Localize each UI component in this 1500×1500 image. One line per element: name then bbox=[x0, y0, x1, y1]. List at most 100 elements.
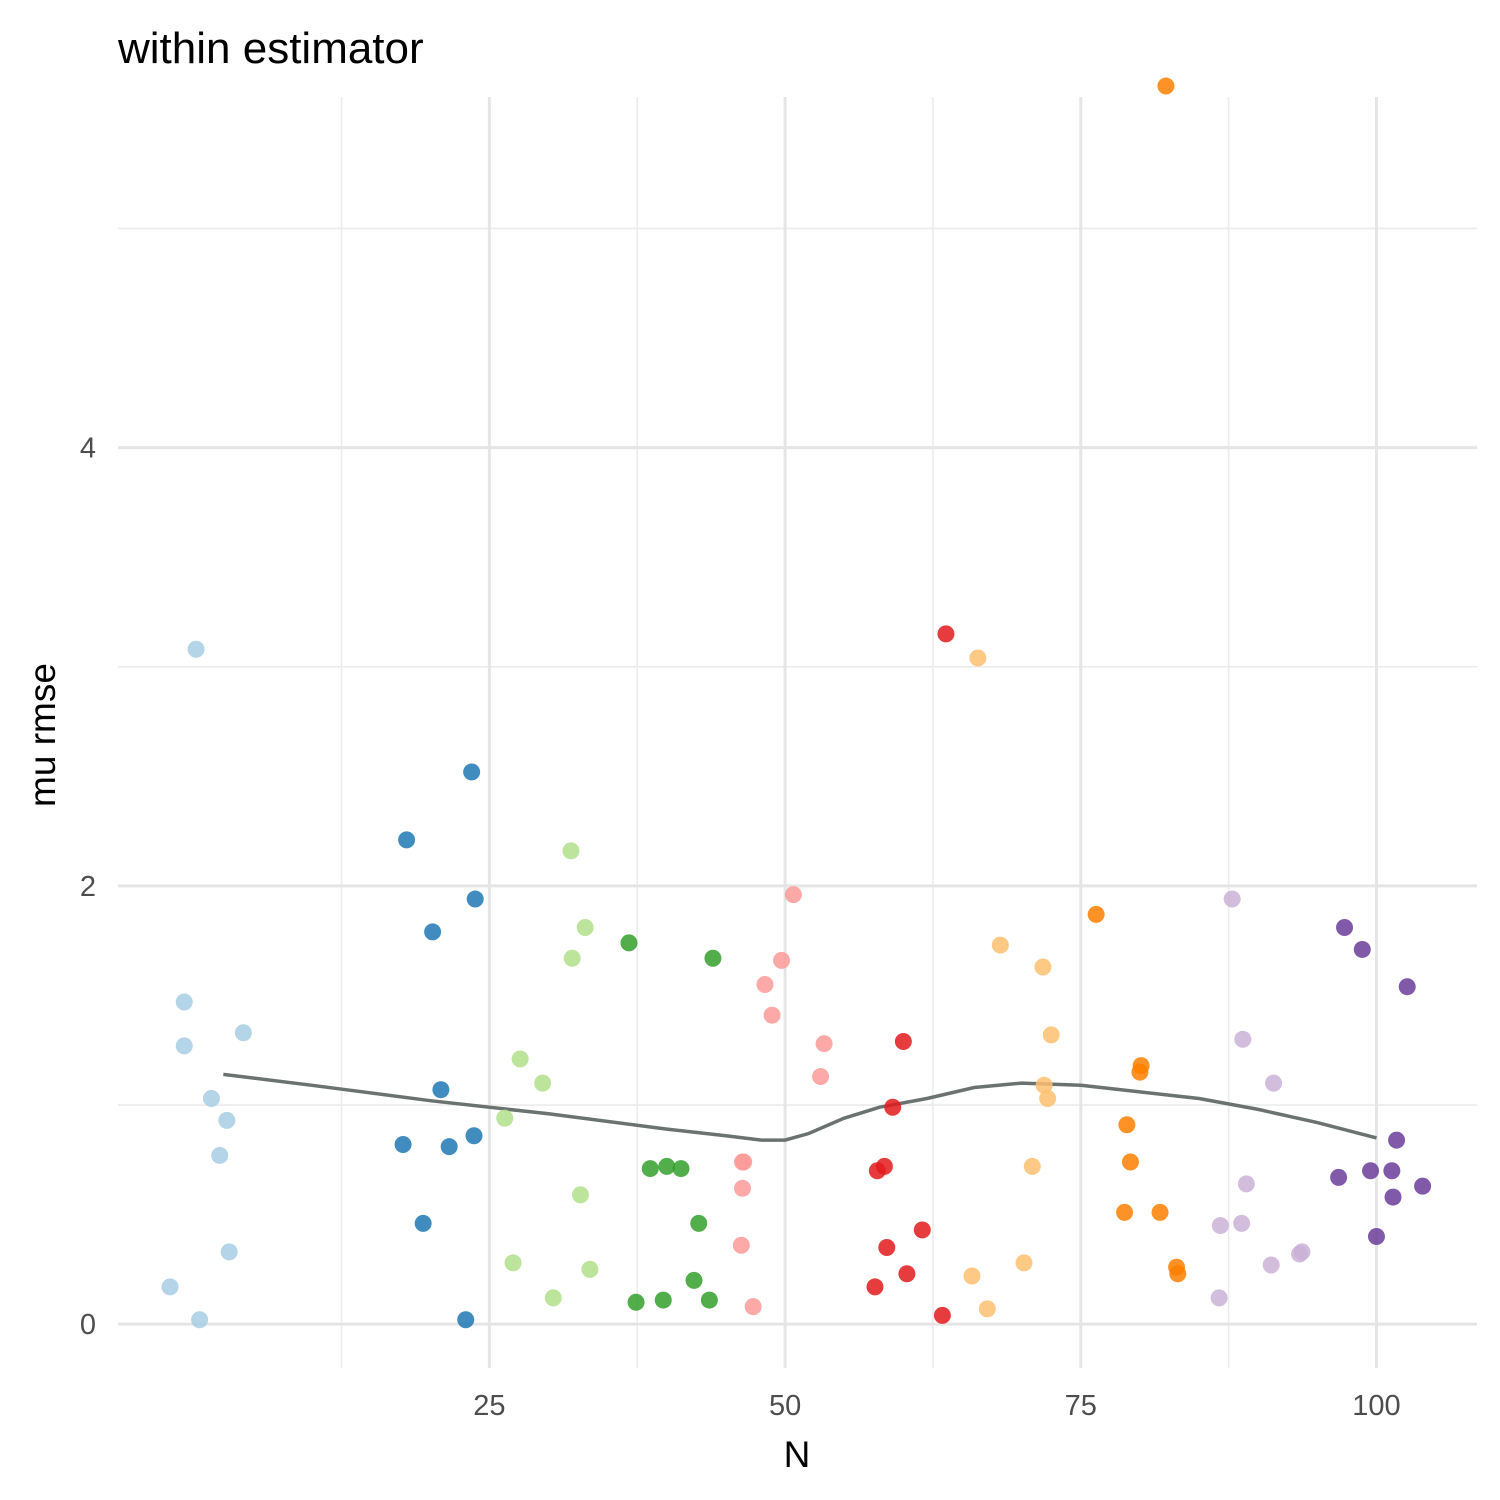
data-point bbox=[898, 1265, 916, 1283]
x-tick-label: 100 bbox=[1352, 1390, 1400, 1422]
data-point bbox=[161, 1278, 179, 1296]
data-point bbox=[1383, 1162, 1401, 1180]
data-point bbox=[704, 949, 722, 967]
chart-title: within estimator bbox=[117, 24, 424, 73]
data-point bbox=[620, 934, 638, 952]
data-point bbox=[1388, 1131, 1406, 1149]
data-point bbox=[440, 1138, 458, 1156]
data-point bbox=[641, 1160, 659, 1178]
data-point bbox=[1034, 958, 1052, 976]
data-point bbox=[933, 1306, 951, 1324]
data-point bbox=[744, 1298, 762, 1316]
data-point bbox=[913, 1221, 931, 1239]
data-point bbox=[815, 1035, 833, 1053]
data-point bbox=[878, 1238, 896, 1256]
data-point bbox=[534, 1074, 552, 1092]
data-point bbox=[658, 1157, 676, 1175]
data-point bbox=[1330, 1168, 1348, 1186]
data-point bbox=[1293, 1243, 1311, 1261]
data-point bbox=[220, 1243, 238, 1261]
data-points bbox=[161, 77, 1432, 1329]
grid bbox=[118, 97, 1477, 1368]
data-point bbox=[991, 936, 1009, 954]
data-point bbox=[466, 890, 484, 908]
data-point bbox=[1023, 1157, 1041, 1175]
data-point bbox=[187, 640, 205, 658]
x-axis-title: N bbox=[784, 1434, 811, 1475]
data-point bbox=[1234, 1030, 1252, 1048]
data-point bbox=[562, 842, 580, 860]
data-point bbox=[672, 1160, 690, 1178]
data-point bbox=[1414, 1177, 1432, 1195]
data-point bbox=[937, 625, 955, 643]
data-point bbox=[394, 1135, 412, 1153]
data-point bbox=[654, 1291, 672, 1309]
data-point bbox=[1042, 1026, 1060, 1044]
data-point bbox=[969, 649, 987, 667]
data-point bbox=[571, 1186, 589, 1204]
data-point bbox=[1223, 890, 1241, 908]
data-point bbox=[1157, 77, 1175, 95]
data-point bbox=[544, 1289, 562, 1307]
data-point bbox=[1039, 1089, 1057, 1107]
data-point bbox=[1353, 940, 1371, 958]
data-point bbox=[1398, 978, 1416, 996]
data-point bbox=[218, 1111, 236, 1129]
data-point bbox=[875, 1157, 893, 1175]
data-point bbox=[175, 1037, 193, 1055]
data-point bbox=[1087, 905, 1105, 923]
data-point bbox=[978, 1300, 996, 1318]
data-point bbox=[1118, 1116, 1136, 1134]
data-point bbox=[1116, 1203, 1134, 1221]
data-point bbox=[1336, 919, 1354, 937]
data-point bbox=[1233, 1214, 1251, 1232]
data-point bbox=[202, 1089, 220, 1107]
data-point bbox=[234, 1024, 252, 1042]
data-point bbox=[424, 923, 442, 941]
data-point bbox=[1362, 1162, 1380, 1180]
data-point bbox=[690, 1214, 708, 1232]
data-point bbox=[1211, 1217, 1229, 1235]
y-axis-title: mu rmse bbox=[22, 663, 63, 807]
data-point bbox=[685, 1271, 703, 1289]
data-point bbox=[763, 1006, 781, 1024]
data-point bbox=[511, 1050, 529, 1068]
data-point bbox=[191, 1311, 209, 1329]
data-point bbox=[465, 1127, 483, 1145]
tick-labels: 25 50 75 100 0 2 4 bbox=[80, 433, 1401, 1422]
data-point bbox=[1384, 1188, 1402, 1206]
data-point bbox=[1265, 1074, 1283, 1092]
data-point bbox=[1015, 1254, 1033, 1272]
data-point bbox=[463, 763, 481, 781]
data-point bbox=[756, 976, 774, 994]
data-point bbox=[1151, 1203, 1169, 1221]
data-point bbox=[1121, 1153, 1139, 1171]
data-point bbox=[1169, 1265, 1187, 1283]
data-point bbox=[1132, 1057, 1150, 1075]
data-point bbox=[211, 1146, 229, 1164]
data-point bbox=[576, 919, 594, 937]
data-point bbox=[581, 1260, 599, 1278]
smooth-trend bbox=[223, 1072, 1377, 1142]
data-point bbox=[627, 1293, 645, 1311]
data-point bbox=[735, 1153, 753, 1171]
data-point bbox=[563, 949, 581, 967]
data-point bbox=[398, 831, 416, 849]
data-point bbox=[894, 1032, 912, 1050]
data-point bbox=[773, 951, 791, 969]
x-tick-label: 50 bbox=[769, 1390, 801, 1422]
data-point bbox=[175, 993, 193, 1011]
data-point bbox=[700, 1291, 718, 1309]
data-point bbox=[732, 1236, 750, 1254]
data-point bbox=[884, 1098, 902, 1116]
data-point bbox=[734, 1179, 752, 1197]
data-point bbox=[496, 1109, 514, 1127]
data-point bbox=[432, 1081, 450, 1099]
data-point bbox=[504, 1254, 522, 1272]
data-point bbox=[414, 1214, 432, 1232]
y-tick-label: 4 bbox=[80, 433, 96, 465]
data-point bbox=[1210, 1289, 1228, 1307]
data-point bbox=[866, 1278, 884, 1296]
x-tick-label: 75 bbox=[1065, 1390, 1097, 1422]
